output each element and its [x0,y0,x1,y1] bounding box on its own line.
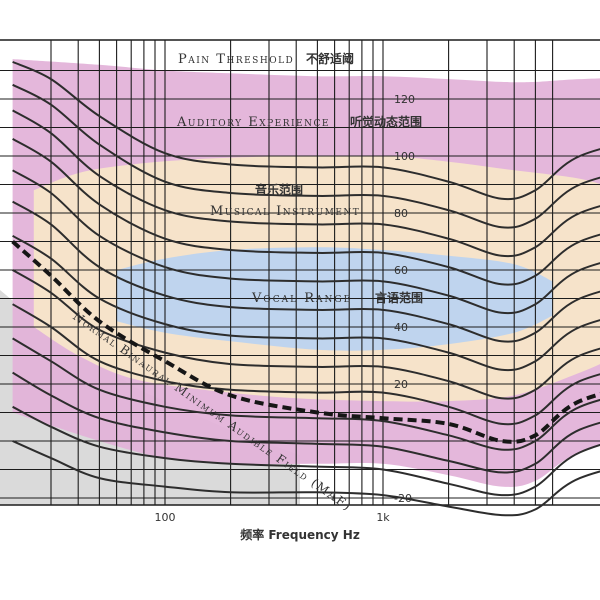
y-tick-label: 100 [394,150,415,163]
maf-curve [11,240,600,444]
x-tick-label: 1k [376,511,390,524]
auditory-experience-en-text: Auditory Experience [176,115,330,130]
contour-line-4 [12,303,600,426]
y-tick-label: 40 [394,321,408,334]
contour-line-0 [12,440,600,517]
y-tick-label: 80 [394,207,408,220]
y-tick-label: 20 [394,378,408,391]
musical-instrument-en-text: Musical Instrument [210,204,360,219]
contour-line-7 [12,200,600,343]
musical-instrument-zh-text: 音乐范围 [255,182,303,197]
pain-threshold-label: Pain Threshold 不舒适阈 [178,51,354,67]
contour-line-8 [12,169,600,315]
contour-line-6 [12,234,600,372]
x-tick-label: 100 [155,511,176,524]
equal-loudness-contours [12,60,600,517]
contour-line-9 [12,138,600,286]
y-tick-label: 120 [394,93,415,106]
y-axis-ticks: -20 20 40 60 80 100 120 [394,93,415,505]
y-tick-label: -20 [394,492,412,505]
auditory-experience-zh-text: 听觉动态范围 [350,114,422,129]
contour-line-5 [12,269,600,400]
vocal-range-en-text: Vocal Range [251,291,352,306]
musical-instrument-label: 音乐范围 Musical Instrument [210,182,360,219]
vocal-range-label: Vocal Range 言语范围 [251,290,423,306]
pain-threshold-en-text: Pain Threshold [178,52,294,67]
auditory-experience-label: Auditory Experience 听觉动态范围 [176,114,422,130]
pain-threshold-zh-text: 不舒适阈 [306,51,354,66]
contour-line-12 [12,60,600,201]
x-axis-title: 频率 Frequency Hz [240,527,360,542]
y-tick-label: 60 [394,264,408,277]
x-axis-ticks: 100 1k [155,511,391,524]
contour-line-3 [12,337,600,451]
contour-line-1 [12,405,600,497]
chart-grid [0,39,600,506]
vocal-range-zh-text: 言语范围 [375,290,423,305]
contour-line-10 [12,109,600,258]
contour-line-11 [12,83,600,229]
contour-line-2 [12,371,600,474]
